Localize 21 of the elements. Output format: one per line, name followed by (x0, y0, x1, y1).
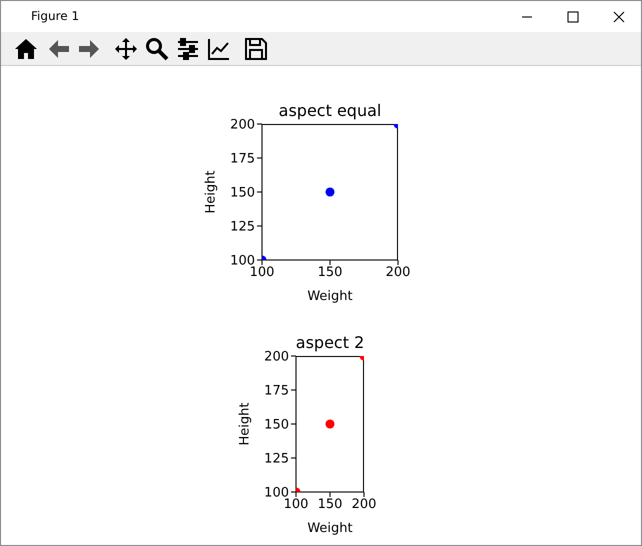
x-tick-label: 100 (284, 497, 308, 512)
y-tick-label: 200 (230, 118, 255, 133)
x-tick-label: 100 (250, 265, 274, 280)
x-axis-title: Weight (307, 289, 353, 304)
caption: Figure 1 (31, 9, 80, 23)
chart-title: aspect equal (278, 101, 382, 120)
y-tick-label: 125 (230, 220, 255, 235)
y-tick-label: 150 (264, 418, 289, 433)
x-tick-label: 150 (318, 265, 342, 280)
x-axis-title: Weight (307, 521, 353, 536)
y-tick-label: 175 (230, 152, 255, 167)
y-axis-title: Height (204, 170, 219, 214)
y-axis-title: Height (238, 402, 253, 446)
x-tick-label: 200 (386, 265, 410, 280)
y-tick-label: 175 (264, 384, 289, 399)
y-tick-label: 150 (230, 186, 255, 201)
y-tick-label: 200 (264, 350, 289, 365)
x-tick-label: 150 (318, 497, 342, 512)
chart-title: aspect 2 (296, 333, 364, 352)
x-tick-label: 200 (352, 497, 376, 512)
y-tick-label: 125 (264, 452, 289, 467)
